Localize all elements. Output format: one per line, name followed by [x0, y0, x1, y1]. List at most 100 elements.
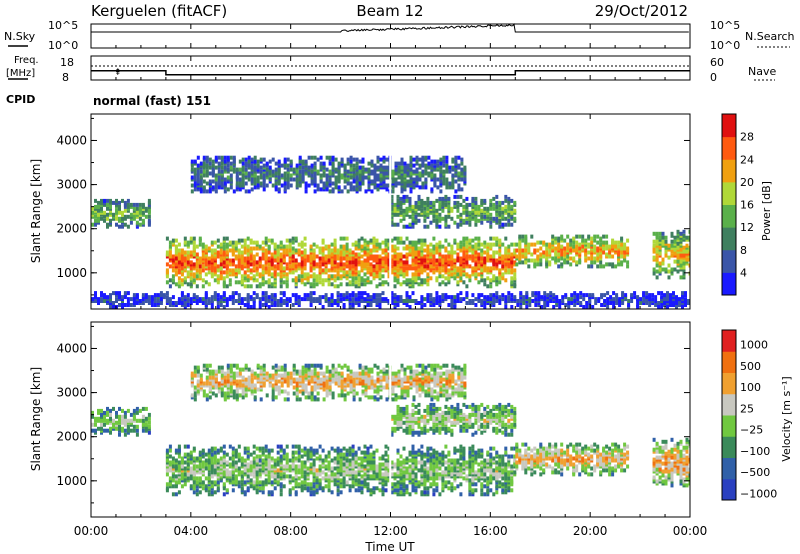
- heatmap-cell: [280, 163, 284, 168]
- heatmap-cell: [222, 450, 226, 455]
- heatmap-cell: [459, 244, 463, 249]
- heatmap-cell: [183, 256, 187, 261]
- heatmap-cell: [226, 175, 230, 180]
- heatmap-cell: [265, 183, 269, 188]
- heatmap-cell: [207, 301, 211, 305]
- heatmap-cell: [480, 242, 484, 247]
- heatmap-cell: [436, 177, 440, 182]
- ytick-label: 1000: [56, 266, 87, 280]
- heatmap-cell: [331, 187, 335, 192]
- heatmap-cell: [312, 484, 316, 489]
- heatmap-cell: [123, 418, 127, 423]
- heatmap-cell: [234, 268, 238, 273]
- heatmap-cell: [229, 161, 233, 166]
- heatmap-cell: [207, 448, 211, 453]
- heatmap-cell: [572, 256, 576, 261]
- heatmap-cell: [280, 183, 284, 188]
- heatmap-cell: [399, 236, 403, 241]
- heatmap-cell: [252, 456, 256, 461]
- heatmap-cell: [282, 254, 286, 259]
- heatmap-cell: [264, 295, 268, 300]
- heatmap-cell: [189, 276, 193, 281]
- heatmap-cell: [189, 260, 193, 265]
- heatmap-cell: [240, 486, 244, 491]
- heatmap-cell: [390, 204, 394, 209]
- heatmap-cell: [331, 171, 335, 176]
- heatmap-cell: [208, 161, 212, 166]
- heatmap-cell: [433, 173, 437, 178]
- heatmap-cell: [420, 246, 424, 251]
- heatmap-cell: [408, 305, 412, 309]
- heatmap-cell: [518, 256, 522, 261]
- heatmap-cell: [409, 155, 413, 160]
- heatmap-cell: [324, 254, 328, 259]
- heatmap-cell: [304, 159, 308, 164]
- heatmap-cell: [501, 293, 505, 298]
- heatmap-cell: [201, 480, 205, 485]
- heatmap-cell: [112, 301, 115, 305]
- heatmap-cell: [300, 484, 304, 489]
- heatmap-cell: [129, 212, 133, 217]
- heatmap-cell: [450, 295, 454, 300]
- heatmap-cell: [126, 202, 130, 207]
- heatmap-cell: [138, 418, 142, 423]
- heatmap-cell: [376, 183, 380, 188]
- heatmap-cell: [652, 267, 656, 272]
- heatmap-cell: [636, 303, 640, 307]
- heatmap-cell: [349, 155, 353, 160]
- heatmap-cell: [438, 240, 442, 245]
- heatmap-cell: [333, 278, 337, 283]
- heatmap-cell: [673, 235, 677, 240]
- heatmap-cell: [606, 297, 610, 302]
- heatmap-cell: [201, 464, 205, 469]
- heatmap-cell: [156, 299, 160, 303]
- heatmap-cell: [106, 206, 109, 211]
- heatmap-cell: [468, 216, 472, 221]
- heatmap-cell: [405, 206, 409, 211]
- heatmap-cell: [513, 276, 517, 281]
- heatmap-cell: [198, 268, 202, 273]
- heatmap-cell: [519, 291, 523, 296]
- heatmap-cell: [255, 260, 259, 265]
- heatmap-cell: [456, 256, 460, 261]
- heatmap-cell: [309, 303, 313, 307]
- nsky-series: [91, 23, 689, 33]
- heatmap-cell: [521, 248, 525, 253]
- nave-tick-top: 60: [710, 56, 724, 69]
- heatmap-cell: [168, 448, 172, 453]
- heatmap-cell: [276, 248, 280, 253]
- heatmap-cell: [204, 280, 208, 285]
- heatmap-cell: [321, 252, 325, 257]
- heatmap-cell: [495, 236, 499, 241]
- heatmap-cell: [360, 254, 364, 259]
- heatmap-cell: [424, 177, 428, 182]
- heatmap-cell: [294, 480, 298, 485]
- heatmap-cell: [168, 252, 172, 257]
- heatmap-cell: [316, 187, 320, 192]
- heatmap-cell: [465, 236, 469, 241]
- heatmap-cell: [243, 246, 247, 251]
- heatmap-cell: [459, 248, 463, 253]
- heatmap-cell: [462, 236, 466, 241]
- heatmap-cell: [222, 454, 226, 459]
- heatmap-cell: [210, 295, 214, 300]
- heatmap-cell: [220, 165, 224, 170]
- heatmap-cell: [418, 163, 422, 168]
- heatmap-cell: [330, 299, 334, 303]
- heatmap-cell: [372, 240, 376, 245]
- heatmap-cell: [309, 490, 313, 495]
- heatmap-cell: [289, 177, 293, 182]
- heatmap-cell: [543, 303, 547, 307]
- heatmap-cell: [297, 262, 301, 267]
- heatmap-cell: [115, 297, 118, 302]
- heatmap-cell: [303, 446, 307, 451]
- heatmap-cell: [249, 256, 253, 261]
- heatmap-cell: [240, 238, 244, 243]
- heatmap-cell: [285, 262, 289, 267]
- heatmap-cell: [141, 414, 145, 419]
- colorbar-swatch: [722, 249, 736, 273]
- heatmap-cell: [132, 293, 136, 298]
- heatmap-cell: [408, 295, 412, 300]
- heatmap-cell: [267, 256, 271, 261]
- heatmap-cell: [451, 165, 455, 170]
